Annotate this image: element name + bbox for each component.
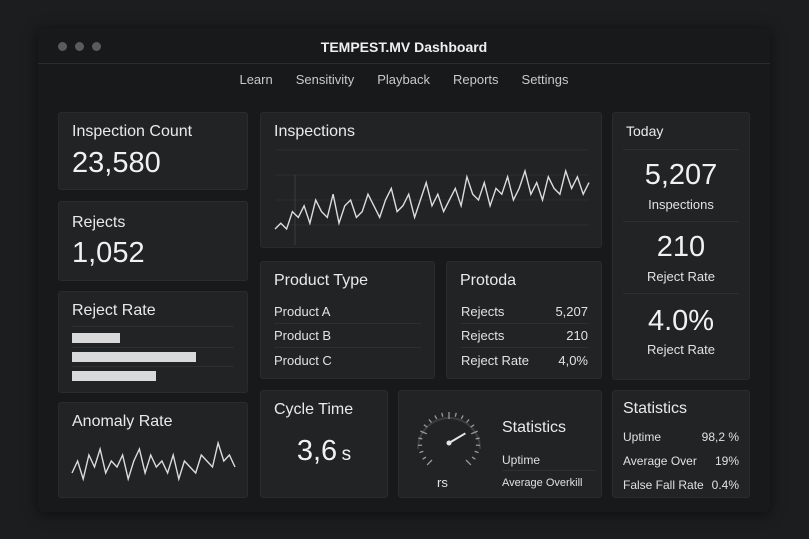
gauge-card: rs Statistics Uptime Average Overkill — [398, 390, 602, 498]
today-reject-rate-value: 4.0% — [647, 305, 715, 337]
nav-playback[interactable]: Playback — [377, 72, 430, 87]
inspection-count-title: Inspection Count — [72, 123, 193, 140]
gauge-tick — [454, 412, 457, 417]
inspection-count-card: Inspection Count 23,580 — [58, 112, 248, 190]
statistics-card: Statistics Uptime 98,2 % Average Over 19% … — [612, 390, 750, 498]
product-b-item[interactable]: Product B — [274, 324, 421, 348]
gauge-tick — [474, 450, 479, 454]
minimize-window-button[interactable] — [75, 42, 84, 51]
gauge-tick — [423, 424, 428, 428]
product-type-card: Product Type Product A Product B Product… — [260, 261, 435, 379]
gauge-tick — [460, 415, 464, 420]
gauge-tick — [419, 450, 424, 454]
inspections-chart-title: Inspections — [274, 123, 355, 140]
statistics-row: Average Over 19% — [623, 454, 739, 468]
inspections-chart-card: Inspections — [260, 112, 602, 248]
maximize-window-button[interactable] — [92, 42, 101, 51]
nav-learn[interactable]: Learn — [239, 72, 273, 87]
gauge-tick — [418, 437, 423, 440]
nav-sensitivity[interactable]: Sensitivity — [295, 72, 355, 87]
gauge-needle — [448, 432, 466, 444]
anomaly-rate-card: Anomaly Rate — [58, 402, 248, 498]
gauge-tick — [434, 415, 438, 420]
reject-rate-bar — [72, 352, 196, 362]
inspections-series-line — [274, 168, 590, 231]
today-inspections-value: 5,207 — [644, 159, 718, 191]
title-bar: TEMPEST.MV Dashboard — [38, 28, 770, 64]
gauge-tick — [470, 424, 475, 428]
product-type-title: Product Type — [274, 272, 368, 289]
today-card: Today 5,207 Inspections 210 Reject Rate … — [612, 112, 750, 380]
anomaly-rate-title: Anomaly Rate — [72, 413, 173, 430]
reject-rate-bar — [72, 371, 156, 381]
cycle-time-title: Cycle Time — [274, 401, 354, 418]
gauge-statistics-title: Statistics — [502, 419, 567, 436]
today-rejects-label: Reject Rate — [647, 269, 715, 284]
gauge-tick — [471, 456, 476, 460]
cycle-time-card: Cycle Time 3,6 s — [260, 390, 388, 498]
inspections-line-chart — [274, 149, 590, 245]
protoda-row: Rejects 210 — [461, 324, 588, 348]
today-reject-rate-label: Reject Rate — [647, 342, 715, 357]
statistics-row: False Fall Rate 0.4% — [623, 478, 739, 492]
gauge-tick — [466, 418, 470, 423]
cycle-time-unit: s — [341, 444, 352, 465]
protoda-title: Protoda — [460, 272, 517, 289]
window-title: TEMPEST.MV Dashboard — [320, 39, 488, 55]
gauge-tick — [441, 412, 444, 417]
gauge-tick — [475, 437, 480, 440]
dashboard-window: TEMPEST.MV Dashboard Learn Sensitivity P… — [38, 28, 770, 512]
gauge-tick — [465, 459, 472, 466]
top-nav: Learn Sensitivity Playback Reports Setti… — [38, 72, 770, 87]
cycle-time-value: 3,6 — [296, 435, 338, 467]
window-controls — [58, 42, 101, 51]
gauge-unit: rs — [437, 475, 448, 490]
statistics-row: Uptime 98,2 % — [623, 430, 739, 444]
reject-rate-card: Reject Rate — [58, 291, 248, 393]
gauge-tick — [420, 430, 428, 435]
gauge-tick — [422, 456, 427, 460]
nav-reports[interactable]: Reports — [453, 72, 499, 87]
reject-rate-bar — [72, 333, 120, 343]
anomaly-sparkline — [71, 440, 236, 482]
gauge-dial — [417, 412, 481, 466]
cycle-time-readout: 3,6 s — [261, 435, 387, 468]
product-a-item[interactable]: Product A — [274, 300, 421, 324]
rejects-title: Rejects — [72, 214, 126, 231]
today-title: Today — [626, 123, 664, 139]
today-rejects-value: 210 — [656, 231, 706, 263]
gauge-tick — [470, 430, 478, 435]
statistics-title: Statistics — [623, 400, 688, 417]
product-c-item[interactable]: Product C — [274, 352, 332, 368]
reject-rate-title: Reject Rate — [72, 302, 156, 319]
protoda-row: Rejects 5,207 — [461, 300, 588, 324]
today-inspections-label: Inspections — [648, 197, 714, 212]
gauge-tick — [428, 418, 432, 423]
rejects-value: 1,052 — [72, 237, 145, 269]
gauge-tick — [426, 459, 433, 466]
rejects-card: Rejects 1,052 — [58, 201, 248, 281]
protoda-card: Protoda Rejects 5,207 Rejects 210 Reject R… — [446, 261, 602, 379]
protoda-row: Reject Rate 4,0% — [461, 352, 588, 368]
gauge-stat-overkill: Average Overkill — [502, 477, 583, 489]
inspection-count-value: 23,580 — [72, 147, 161, 179]
close-window-button[interactable] — [58, 42, 67, 51]
nav-settings[interactable]: Settings — [521, 72, 569, 87]
gauge-stat-uptime: Uptime — [502, 453, 596, 471]
